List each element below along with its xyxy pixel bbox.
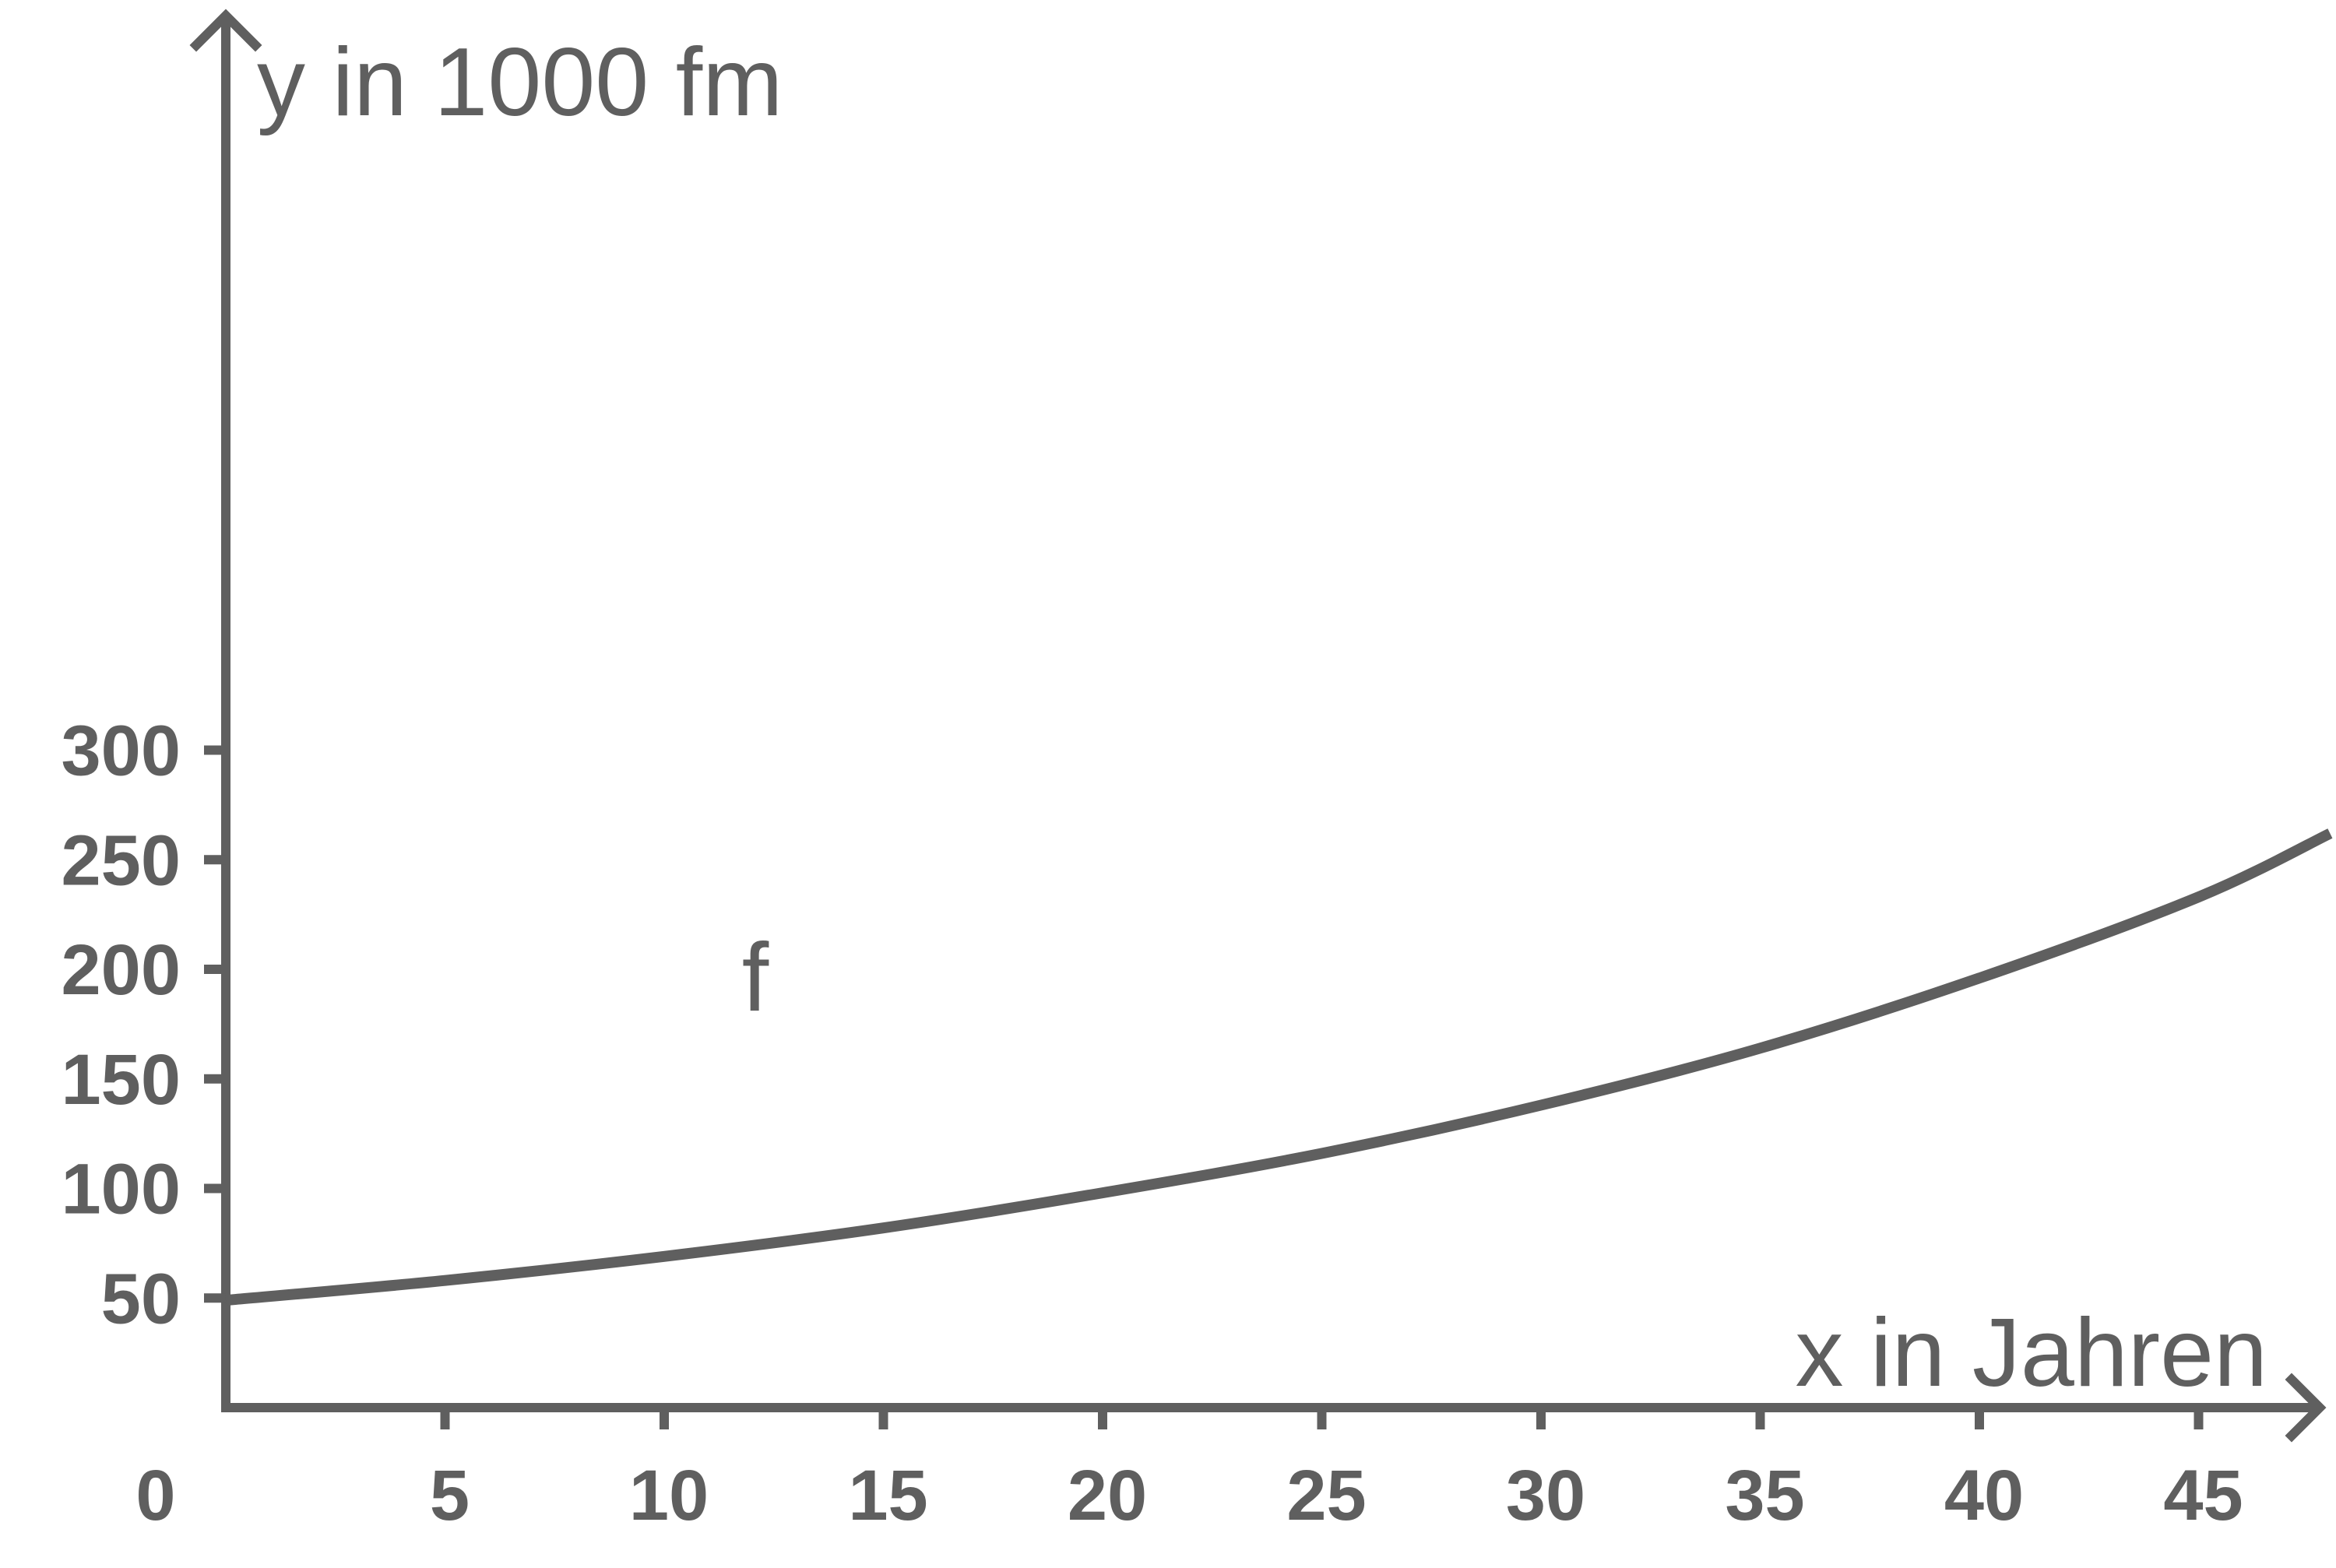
y-tick-label: 150 xyxy=(62,1040,181,1120)
x-tick-label: 35 xyxy=(1725,1456,1804,1535)
origin-label: 0 xyxy=(135,1456,175,1535)
x-tick-label: 15 xyxy=(848,1456,927,1535)
y-axis-title: y in 1000 fm xyxy=(257,29,783,136)
x-tick-label: 25 xyxy=(1286,1456,1366,1535)
series-layer xyxy=(225,828,2333,1306)
series-line-f xyxy=(225,828,2333,1306)
x-tick-label: 45 xyxy=(2163,1456,2243,1535)
axes xyxy=(189,9,2327,1443)
x-axis-arrow-icon xyxy=(2285,1373,2327,1443)
curve-label-f: f xyxy=(742,924,769,1032)
x-tick-label: 10 xyxy=(629,1456,709,1535)
x-tick-label: 30 xyxy=(1506,1456,1585,1535)
y-ticks: 50 100 150 200 250 300 xyxy=(62,712,226,1338)
y-tick-label: 250 xyxy=(62,821,181,900)
x-tick-label: 20 xyxy=(1068,1456,1147,1535)
x-tick-label: 40 xyxy=(1944,1456,2024,1535)
y-tick-label: 300 xyxy=(62,712,181,791)
x-ticks: 5 10 15 20 25 30 35 40 45 xyxy=(430,1408,2243,1535)
x-axis-title: x in Jahren xyxy=(1795,1299,2267,1407)
y-axis-arrow-icon xyxy=(189,9,262,52)
y-tick-label: 200 xyxy=(62,930,181,1010)
y-tick-label: 50 xyxy=(101,1259,181,1338)
y-tick-label: 100 xyxy=(62,1150,181,1229)
x-tick-label: 5 xyxy=(430,1456,470,1535)
